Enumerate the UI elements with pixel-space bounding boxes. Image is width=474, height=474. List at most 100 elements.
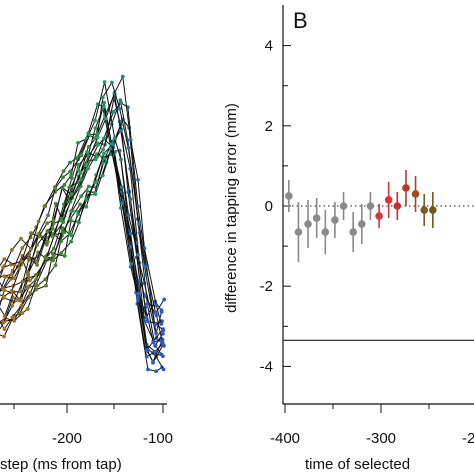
panel-a-trace-point xyxy=(1,320,6,325)
panel-b-x-tick-label: -2 xyxy=(462,430,474,447)
panel-a-trace-point xyxy=(119,100,124,105)
panel-a-trace-point xyxy=(86,184,91,189)
panel-a-trace-point xyxy=(44,256,49,261)
panel-a-trace-point xyxy=(9,289,14,293)
panel-a-trace-point xyxy=(25,307,30,311)
panel-a-trace-point xyxy=(154,369,159,374)
panel-b-data-point xyxy=(294,228,303,236)
panel-a-trace-point xyxy=(110,80,114,85)
panel-a-trace-point xyxy=(70,176,74,180)
panel-a-trace-point xyxy=(76,162,81,167)
panel-a-trace-point xyxy=(93,118,97,123)
panel-a-trace-point xyxy=(20,246,25,250)
panel-a-trace-point xyxy=(69,173,74,177)
panel-a-trace-point xyxy=(51,256,56,261)
panel-a-trace-point xyxy=(10,304,15,308)
panel-a-trace-point xyxy=(19,236,23,241)
panel-a-trace xyxy=(0,118,164,348)
panel-letter-b: B xyxy=(293,8,308,33)
panel-a-trace-point xyxy=(26,285,30,290)
panel-a-trace-point xyxy=(29,231,33,235)
panel-a-trace-point xyxy=(67,185,72,190)
panel-a-trace-point xyxy=(93,126,98,131)
panel-a-trace-point xyxy=(161,367,166,372)
panel-a-trace-point xyxy=(45,240,50,244)
panel-a-trace-point xyxy=(153,349,158,354)
panel-a-trace-point xyxy=(79,177,83,182)
panel-a-trace-point xyxy=(2,327,7,332)
panel-b-data-point xyxy=(312,214,321,222)
panel-a-trace-point xyxy=(50,226,55,231)
panel-b-data-point xyxy=(429,206,437,214)
panel-a-trace-point xyxy=(51,221,56,226)
panel-a-trace-point xyxy=(153,344,157,348)
panel-a-trace-point xyxy=(1,265,5,270)
panel-a-trace-point xyxy=(84,204,89,209)
panel-a-trace-point xyxy=(137,222,141,226)
panel-b-data-point xyxy=(402,184,410,192)
panel-a-trace-point xyxy=(45,221,50,226)
panel-a-trace-point xyxy=(87,132,92,137)
panel-a-trace-point xyxy=(152,323,157,327)
panel-a-trace-point xyxy=(128,137,133,142)
panel-a-trace xyxy=(0,81,165,315)
panel-a-trace-point xyxy=(79,194,84,199)
panel-a-trace-point xyxy=(142,319,147,323)
panel-a-trace-point xyxy=(17,297,22,302)
panel-a-trace-point xyxy=(84,163,88,168)
panel-a-trace-point xyxy=(20,311,25,316)
panel-a-trace-point xyxy=(27,252,31,257)
panel-a-trace-point xyxy=(100,173,105,178)
panel-b-data-point xyxy=(375,212,383,220)
panel-b-data-point xyxy=(285,192,293,200)
panel-a-trace-point xyxy=(120,201,124,206)
panel-a-trace-point xyxy=(42,204,47,208)
panel-a-x-axis-title: step (ms from tap) xyxy=(0,456,122,473)
panel-b-data-point xyxy=(331,216,339,224)
panel-b-data-point xyxy=(349,228,357,236)
panel-a-trace-point xyxy=(45,229,50,234)
panel-a-trace-point xyxy=(36,219,41,224)
panel-a-trace-point xyxy=(109,142,114,146)
panel-a-trace-point xyxy=(46,213,50,218)
panel-a-trace xyxy=(0,75,162,325)
panel-a-trace-point xyxy=(27,278,32,283)
panel-b-y-tick-label: 2 xyxy=(265,118,273,135)
panel-b-x-tick-label: -400 xyxy=(270,430,300,447)
panel-a-trace-point xyxy=(69,239,74,244)
panel-a-trace-point xyxy=(78,170,83,175)
panel-a-trace-point xyxy=(10,315,15,320)
panel-b: B 420-2-4 -400 -300 -2 time of selected … xyxy=(223,5,474,473)
panel-a-trace-point xyxy=(151,340,156,345)
panel-a-trace-point xyxy=(50,234,55,239)
panel-a-trace xyxy=(0,81,162,319)
panel-a-trace-point xyxy=(85,150,89,154)
panel-a-trace-point xyxy=(60,186,65,191)
panel-a-trace xyxy=(0,150,164,370)
panel-a-trace-point xyxy=(145,301,150,306)
panel-a-trace xyxy=(0,103,164,331)
panel-a-trace-point xyxy=(135,252,140,257)
panel-a-trace-point xyxy=(92,191,97,195)
panel-a-trace-point xyxy=(95,154,100,159)
panel-a-trace-point xyxy=(78,202,83,207)
panel-a-trace-point xyxy=(126,213,131,218)
panel-a-trace-point xyxy=(76,212,81,217)
panel-a-trace-point xyxy=(159,308,164,313)
panel-a-trace-point xyxy=(34,283,38,287)
panel-a-trace-point xyxy=(101,147,106,152)
panel-a-trace-point xyxy=(151,359,155,364)
panel-a-trace-point xyxy=(19,303,24,308)
panel-b-y-tick-label: 0 xyxy=(265,198,273,215)
panel-a-trace-point xyxy=(34,287,39,292)
panel-a-trace-point xyxy=(118,128,123,133)
panel-a-trace-point xyxy=(136,291,141,296)
panel-a-trace-point xyxy=(61,220,66,225)
panel-a-trace-point xyxy=(128,245,133,249)
panel-a-trace-point xyxy=(67,231,72,236)
panel-a-trace-point xyxy=(2,257,7,261)
panel-a-trace-point xyxy=(76,168,81,172)
panel-a-trace-point xyxy=(51,246,56,251)
panel-a-trace-point xyxy=(19,259,24,264)
panel-a-trace-point xyxy=(145,348,149,352)
